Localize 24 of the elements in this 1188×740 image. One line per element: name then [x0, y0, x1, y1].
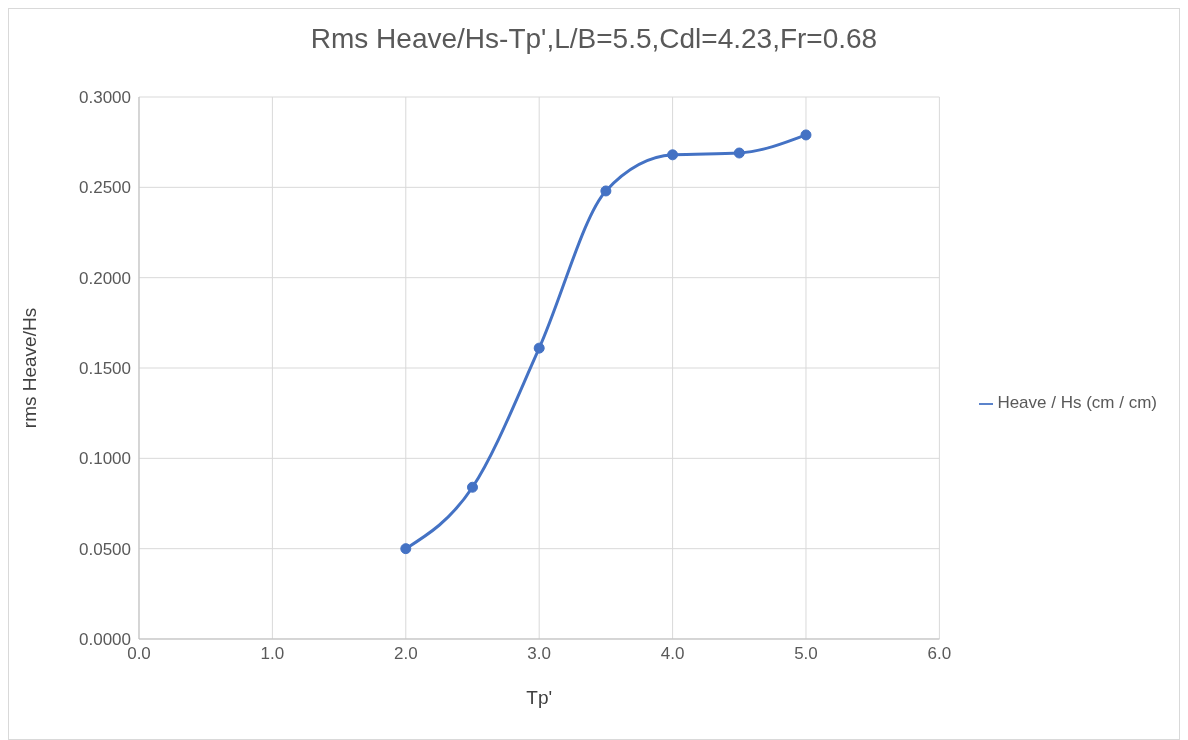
x-tick-label: 5.0 [794, 644, 818, 664]
legend-label: Heave / Hs (cm / cm) [997, 393, 1157, 412]
y-tick-label: 0.0500 [79, 539, 131, 559]
point [466, 481, 478, 493]
x-tick-label: 4.0 [660, 644, 685, 664]
y-tick-label: 0.2500 [79, 178, 131, 198]
y-tick-label: 0.3000 [79, 88, 131, 108]
x-tick-label: 2.0 [393, 644, 418, 664]
point [800, 129, 812, 141]
point [667, 149, 679, 161]
x-axis-title: Tp' [526, 687, 553, 708]
x-tick-label: 0.0 [127, 644, 151, 664]
point [533, 342, 545, 354]
y-tick-label: 0.2000 [79, 268, 131, 288]
x-tick-label: 3.0 [527, 644, 552, 664]
point [600, 185, 612, 197]
y-tick-label: 0.1000 [79, 449, 131, 469]
y-axis-title: rms Heave/Hs [18, 307, 40, 429]
y-tick-label: 0.1500 [79, 359, 131, 379]
point [400, 543, 412, 555]
x-tick-label: 6.0 [927, 644, 952, 664]
point [733, 147, 745, 159]
x-tick-label: 1.0 [260, 644, 285, 664]
chart-title: Rms Heave/Hs-Tp',L/B=5.5,Cdl=4.23,Fr=0.68 [309, 22, 879, 56]
